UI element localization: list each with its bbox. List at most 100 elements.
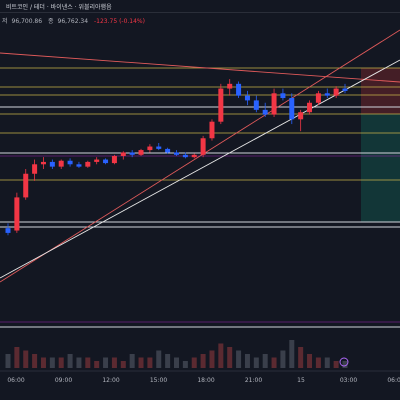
position-stop-zone[interactable] [361, 68, 400, 114]
candle-body[interactable] [342, 88, 348, 91]
volume-bar [218, 343, 224, 368]
volume-bar [191, 357, 197, 368]
time-axis[interactable]: 06:00 09:00 12:00 15:00 18:00 21:00 15 03:00 06:… [7, 377, 400, 384]
volume-bar [333, 361, 339, 368]
close-label: 종 [48, 18, 54, 25]
time-axis-label[interactable]: 12:00 [102, 377, 119, 384]
candle-body[interactable] [298, 112, 304, 120]
time-axis-label[interactable]: 15:00 [150, 377, 167, 384]
alert-icon[interactable] [339, 357, 349, 367]
symbol-title[interactable]: 비트코인 / 테더 · 바이낸스 · 위블리아햄음 [6, 4, 112, 11]
candle-body[interactable] [14, 197, 20, 231]
candle-body[interactable] [85, 161, 91, 167]
volume-bar [138, 357, 144, 368]
time-axis-label[interactable]: 21:00 [245, 377, 262, 384]
volume-bar [76, 357, 82, 368]
candle-body[interactable] [174, 152, 179, 155]
close-value: 96,762.34 [57, 18, 89, 25]
candle-body[interactable] [271, 93, 277, 115]
trendlines[interactable] [0, 29, 400, 283]
candle-body[interactable] [156, 146, 162, 149]
volume-bar [253, 357, 259, 368]
volume-bar [227, 347, 233, 368]
volume-bar [236, 350, 242, 368]
candle-body[interactable] [253, 100, 259, 110]
volume-bar [315, 357, 321, 368]
time-axis-label[interactable]: 06:00 [7, 377, 24, 384]
candle-body[interactable] [94, 159, 100, 162]
candle-body[interactable] [236, 83, 242, 96]
volume-bar [58, 357, 64, 368]
volume-bar [120, 361, 126, 368]
candle-body[interactable] [147, 146, 153, 151]
header-divider [0, 12, 400, 13]
candle-body[interactable] [289, 98, 295, 120]
candle-body[interactable] [227, 83, 233, 89]
candle-body[interactable] [200, 138, 206, 155]
volume-bars [5, 340, 348, 368]
time-axis-label[interactable]: 15 [297, 377, 305, 384]
candle-body[interactable] [111, 156, 117, 164]
volume-bar [32, 354, 38, 368]
candle-body[interactable] [67, 160, 73, 165]
candle-body[interactable] [315, 93, 321, 103]
candle-body[interactable] [209, 121, 215, 139]
volume-bar [111, 357, 117, 368]
candle-body[interactable] [138, 150, 144, 155]
horizontal-levels [0, 67, 400, 328]
candle-body[interactable] [191, 154, 197, 158]
low-value: 96,700.86 [11, 18, 43, 25]
ohlc-legend: 저 96,700.86 종 96,762.34 -123.75 (-0.14%) [2, 16, 149, 25]
volume-bar [49, 357, 55, 368]
price-change: -123.75 (-0.14%) [94, 18, 145, 25]
candle-body[interactable] [280, 93, 286, 99]
candle-body[interactable] [324, 93, 330, 96]
time-axis-label[interactable]: 03:00 [340, 377, 357, 384]
candle-body[interactable] [129, 152, 135, 155]
trendline-up [0, 29, 400, 283]
volume-bar [244, 354, 250, 368]
time-axis-label[interactable]: 09:00 [55, 377, 72, 384]
candle-body[interactable] [49, 161, 55, 167]
volume-bar [5, 354, 11, 368]
volume-bar [262, 354, 268, 368]
candle-body[interactable] [307, 102, 313, 113]
volume-bar [103, 357, 109, 368]
volume-bar [23, 350, 29, 368]
volume-bar [67, 354, 73, 368]
candle-body[interactable] [165, 148, 171, 153]
candle-body[interactable] [32, 164, 38, 174]
volume-bar [165, 354, 171, 368]
time-axis-label[interactable]: 18:00 [197, 377, 214, 384]
candle-body[interactable] [120, 152, 126, 156]
volume-bar [280, 350, 286, 368]
time-axis-label[interactable]: 06:00 [387, 377, 400, 384]
candle-body[interactable] [182, 154, 188, 158]
volume-bar [147, 357, 153, 368]
volume-bar [307, 354, 313, 368]
candle-body[interactable] [218, 88, 224, 122]
volume-bar [182, 361, 188, 368]
volume-bar [200, 354, 206, 368]
volume-bar [94, 361, 100, 368]
candle-body[interactable] [5, 228, 11, 233]
volume-bar [14, 347, 20, 368]
volume-bar [342, 361, 348, 368]
volume-bar [298, 347, 304, 368]
candle-body[interactable] [244, 95, 250, 101]
candle-body[interactable] [76, 164, 82, 167]
volume-bar [129, 354, 135, 368]
candle-body[interactable] [40, 161, 46, 165]
trendline-down [0, 52, 400, 83]
candles[interactable] [5, 79, 348, 236]
candle-body[interactable] [262, 109, 268, 115]
position-target-zone[interactable] [361, 114, 400, 222]
candle-body[interactable] [23, 173, 29, 198]
volume-bar [40, 357, 46, 368]
candle-body[interactable] [333, 88, 339, 96]
volume-bar [209, 350, 215, 368]
candle-body[interactable] [103, 159, 109, 164]
candle-body[interactable] [58, 160, 64, 167]
